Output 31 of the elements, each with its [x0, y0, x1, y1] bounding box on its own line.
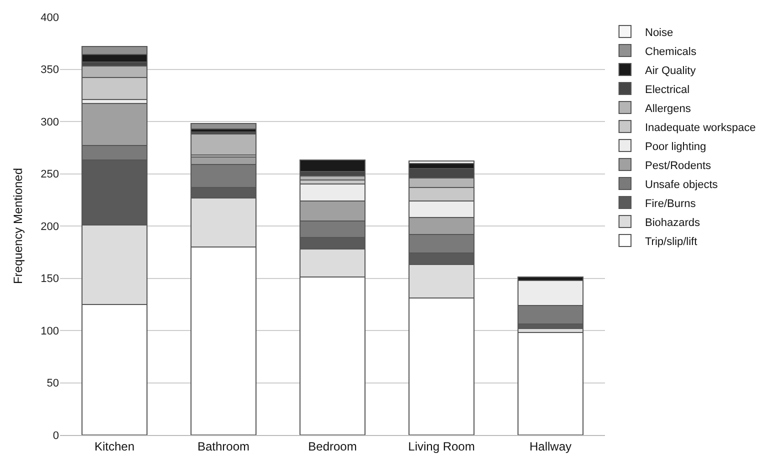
- legend-label: Fire/Burns: [645, 198, 696, 210]
- x-tick-label: Living Room: [408, 439, 475, 454]
- y-tick-label: 250: [40, 168, 59, 181]
- legend-label: Poor lighting: [645, 140, 706, 153]
- bar: [299, 160, 366, 172]
- bar: [517, 332, 584, 435]
- bar: [190, 134, 257, 156]
- legend-label: Air Quality: [645, 64, 696, 77]
- bar: [190, 123, 257, 130]
- y-tick-label: 0: [52, 430, 59, 442]
- legend-label: Unsafe objects: [645, 178, 718, 191]
- legend-label: Biohazards: [645, 216, 701, 229]
- legend-label: Chemicals: [645, 46, 697, 58]
- legend-label: Trip/slip/lift: [645, 236, 698, 248]
- y-axis-title: Frequency Mentioned: [10, 168, 25, 284]
- legend-label: Allergens: [645, 102, 692, 115]
- legend-label: Electrical: [645, 84, 690, 96]
- legend-label: Pest/Rodents: [645, 160, 712, 172]
- y-tick-label: 100: [40, 325, 59, 338]
- x-tick-label: Kitchen: [94, 439, 135, 454]
- x-tick-label: Hallway: [529, 439, 572, 454]
- legend-label: Noise: [645, 26, 674, 39]
- y-tick-label: 200: [40, 220, 59, 233]
- x-tick-label: Bedroom: [308, 439, 357, 454]
- y-tick-label: 300: [40, 116, 59, 128]
- y-tick-label: 50: [46, 378, 59, 390]
- legend-label: Inadequate workspace: [645, 122, 756, 134]
- x-tick-label: Bathroom: [197, 439, 250, 454]
- y-tick-label: 400: [40, 12, 59, 24]
- y-tick-label: 350: [40, 64, 59, 76]
- y-tick-label: 150: [40, 273, 59, 286]
